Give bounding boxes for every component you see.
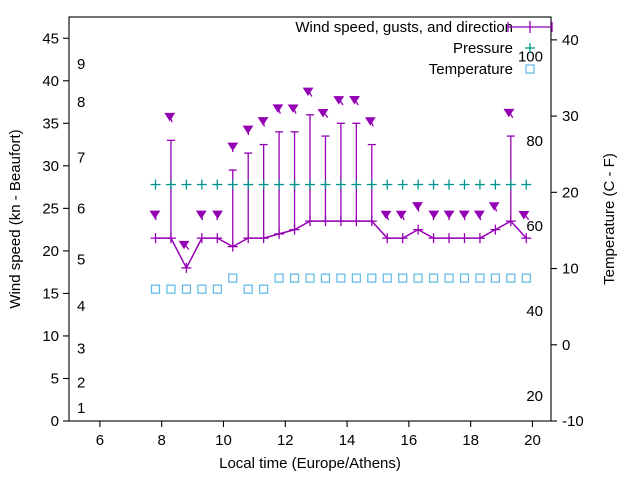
y-tick-label: 15 [42, 285, 59, 302]
y2-tick-label: 30 [562, 108, 579, 125]
y2-tick-label: 0 [562, 337, 570, 354]
y-tick-label: 30 [42, 158, 59, 175]
temperature-marker [490, 273, 500, 283]
beaufort-label: 9 [77, 56, 85, 73]
y-tick-label: 5 [51, 370, 59, 387]
x-tick-label: 18 [462, 432, 479, 449]
y2-tick-label: 10 [562, 261, 579, 278]
wind-direction-arrowhead [178, 240, 190, 250]
beaufort-label: 5 [77, 251, 85, 268]
beaufort-label: 3 [77, 341, 85, 358]
legend-key-square [525, 64, 535, 74]
beaufort-label: 4 [77, 298, 85, 315]
beaufort-label: 8 [77, 94, 85, 111]
y-tick-label: 35 [42, 115, 59, 132]
temperature-marker [506, 273, 516, 283]
fahrenheit-label: 80 [526, 133, 543, 150]
temperature-marker [166, 284, 176, 294]
temperature-marker [228, 273, 238, 283]
fahrenheit-label: 20 [526, 388, 543, 405]
y2-tick-label: 40 [562, 32, 579, 49]
wind-direction-arrowhead [458, 210, 470, 220]
temperature-marker [444, 273, 454, 283]
temperature-marker [305, 273, 315, 283]
wind-direction-arrowhead [212, 210, 223, 220]
wind-direction-arrowhead [287, 104, 299, 113]
wind-direction-arrowhead [488, 202, 500, 211]
x-axis-title: Local time (Europe/Athens) [219, 455, 401, 472]
x-tick-label: 8 [158, 432, 166, 449]
y2-axis-title: Temperature (C - F) [601, 153, 618, 285]
wind-direction-arrowhead [242, 125, 254, 135]
wind-direction-arrowhead [302, 87, 314, 97]
beaufort-label: 7 [77, 149, 85, 166]
x-tick-label: 6 [96, 432, 104, 449]
wind-direction-arrowhead [349, 96, 360, 105]
wind-direction-arrowhead [364, 117, 376, 126]
wind-direction-arrowhead [443, 210, 455, 220]
wind-direction-arrowhead [412, 202, 423, 211]
beaufort-label: 6 [77, 200, 85, 217]
temperature-marker [475, 273, 485, 283]
temperature-marker [336, 273, 346, 283]
fahrenheit-label: 40 [526, 303, 543, 320]
wind-direction-arrowhead [380, 210, 392, 220]
wind-direction-arrowhead [333, 96, 345, 105]
y-tick-label: 25 [42, 200, 59, 217]
wind-direction-arrowhead [395, 210, 407, 220]
wind-direction-arrowhead [227, 142, 239, 152]
y-tick-label: 20 [42, 243, 59, 260]
plot-frame [68, 16, 552, 422]
y-tick-label: 10 [42, 328, 59, 345]
wind-direction-arrowhead [473, 210, 485, 220]
x-tick-label: 12 [277, 432, 294, 449]
temperature-marker [367, 273, 377, 283]
wind-direction-arrowhead [195, 210, 207, 220]
beaufort-label: 2 [77, 375, 85, 392]
temperature-marker [243, 284, 253, 294]
temperature-marker [459, 273, 470, 283]
temperature-marker [320, 273, 331, 283]
temperature-marker [212, 284, 222, 294]
temperature-marker [398, 273, 408, 283]
fahrenheit-label: 100 [518, 49, 543, 66]
fahrenheit-label: 60 [526, 218, 543, 235]
x-tick-label: 10 [215, 432, 232, 449]
temperature-marker [259, 284, 269, 294]
temperature-marker [428, 273, 439, 283]
wind-direction-arrowhead [428, 210, 440, 220]
wind-direction-arrowhead [317, 108, 329, 118]
x-tick-label: 16 [401, 432, 418, 449]
wind-direction-arrowhead [272, 104, 284, 113]
temperature-marker [289, 273, 300, 283]
temperature-marker [181, 284, 192, 294]
temperature-marker [274, 273, 284, 283]
y-tick-label: 40 [42, 73, 59, 90]
temperature-marker [351, 273, 361, 283]
y-tick-label: 0 [51, 413, 59, 430]
wind-speed-line [155, 220, 527, 270]
temperature-marker [413, 273, 423, 283]
y2-tick-label: -10 [562, 413, 584, 430]
x-tick-label: 14 [339, 432, 356, 449]
y-axis-title: Wind speed (kn - Beaufort) [7, 129, 24, 308]
y2-tick-label: 20 [562, 184, 579, 201]
temperature-marker [150, 284, 161, 294]
wind-direction-arrowhead [503, 108, 515, 118]
temperature-marker [197, 284, 207, 294]
temperature-marker [521, 273, 531, 283]
legend-label-2: Temperature [429, 61, 513, 78]
legend-label-1: Pressure [453, 40, 513, 57]
y-tick-label: 45 [42, 30, 59, 47]
wind-direction-arrowhead [518, 211, 530, 220]
x-tick-label: 20 [524, 432, 541, 449]
legend-label-0: Wind speed, gusts, and direction [295, 19, 513, 36]
wind-direction-arrowhead [149, 210, 161, 220]
temperature-marker [382, 273, 392, 283]
wind-direction-arrowhead [257, 117, 269, 126]
wind-direction-arrowhead [164, 112, 176, 122]
beaufort-label: 1 [77, 400, 85, 417]
